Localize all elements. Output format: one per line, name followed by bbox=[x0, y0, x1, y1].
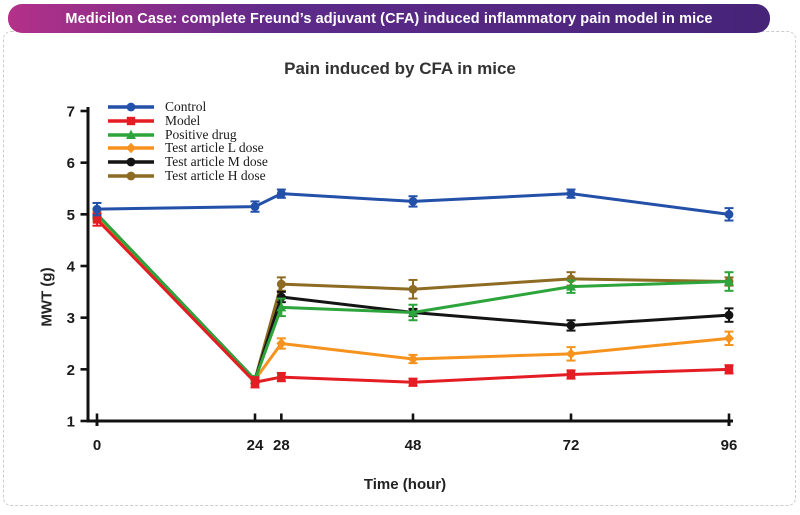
x-tick-label: 28 bbox=[273, 437, 290, 454]
legend-item: Test article H dose bbox=[106, 169, 268, 183]
circle-marker bbox=[250, 202, 260, 211]
circle-marker bbox=[126, 171, 136, 181]
legend-swatch bbox=[108, 143, 154, 154]
legend-swatch bbox=[108, 116, 154, 125]
x-tick-label: 72 bbox=[563, 437, 580, 454]
circle-marker bbox=[566, 189, 576, 199]
diamond-marker bbox=[276, 338, 287, 349]
triangle-marker bbox=[724, 276, 734, 286]
circle-marker bbox=[724, 209, 734, 219]
x-axis-label: Time (hour) bbox=[363, 476, 447, 493]
circle-marker bbox=[408, 284, 418, 294]
square-marker bbox=[92, 215, 102, 224]
y-tick-label: 4 bbox=[67, 259, 76, 276]
legend-label: Control bbox=[165, 99, 207, 114]
circle-marker bbox=[276, 279, 286, 289]
x-tick-label: 0 bbox=[93, 437, 101, 454]
diamond-marker bbox=[408, 353, 418, 365]
diamond-marker bbox=[126, 143, 136, 154]
square-marker bbox=[724, 365, 734, 374]
circle-marker bbox=[126, 102, 136, 112]
diamond-marker bbox=[724, 333, 734, 344]
circle-marker bbox=[92, 204, 102, 214]
circle-marker bbox=[408, 197, 418, 206]
legend-label: Test article M dose bbox=[165, 154, 268, 170]
circle-marker bbox=[126, 157, 136, 167]
y-tick-label: 3 bbox=[67, 310, 75, 327]
legend-item: Test article L dose bbox=[106, 141, 268, 155]
triangle-marker bbox=[408, 307, 418, 317]
triangle-marker bbox=[126, 129, 136, 139]
square-marker bbox=[126, 116, 136, 125]
legend-swatch bbox=[108, 129, 154, 139]
legend-swatch bbox=[108, 157, 154, 167]
legend-label: Positive drug bbox=[165, 126, 237, 142]
x-tick-label: 48 bbox=[405, 437, 422, 454]
legend-item: Test article M dose bbox=[106, 155, 268, 169]
triangle-marker bbox=[566, 281, 576, 291]
triangle-marker bbox=[276, 302, 287, 312]
series-control bbox=[92, 188, 734, 222]
chart-legend: Control Model Positive drug Test article L … bbox=[106, 100, 268, 183]
chart-title: Pain induced by CFA in mice bbox=[284, 59, 516, 78]
case-banner: Medicilon Case: complete Freund’s adjuva… bbox=[8, 4, 770, 33]
series-line bbox=[95, 213, 730, 382]
legend-swatch bbox=[108, 102, 154, 112]
circle-marker bbox=[566, 321, 576, 330]
x-tick-label: 96 bbox=[721, 437, 738, 454]
square-marker bbox=[408, 378, 418, 387]
square-marker bbox=[566, 370, 576, 379]
square-marker bbox=[250, 378, 260, 387]
circle-marker bbox=[724, 310, 734, 320]
circle-marker bbox=[276, 189, 286, 199]
y-tick-label: 1 bbox=[67, 414, 75, 431]
legend-item: Positive drug bbox=[106, 126, 268, 142]
diamond-marker bbox=[566, 348, 576, 360]
legend-label: Test article L dose bbox=[165, 140, 264, 156]
case-card bbox=[3, 31, 796, 506]
legend-label: Test article H dose bbox=[165, 167, 266, 183]
banner-title: Medicilon Case: complete Freund’s adjuva… bbox=[65, 10, 713, 27]
legend-item: Control bbox=[106, 100, 268, 114]
legend-item: Model bbox=[106, 112, 268, 128]
series-line bbox=[96, 192, 730, 216]
series-line bbox=[95, 218, 730, 384]
y-tick-label: 7 bbox=[67, 104, 75, 121]
x-tick-label: 24 bbox=[247, 437, 264, 454]
legend-swatch bbox=[108, 171, 154, 181]
square-marker bbox=[277, 372, 286, 382]
legend-label: Model bbox=[165, 112, 201, 128]
y-tick-label: 5 bbox=[67, 207, 75, 224]
y-tick-label: 2 bbox=[67, 362, 75, 379]
y-tick-label: 6 bbox=[67, 155, 75, 172]
